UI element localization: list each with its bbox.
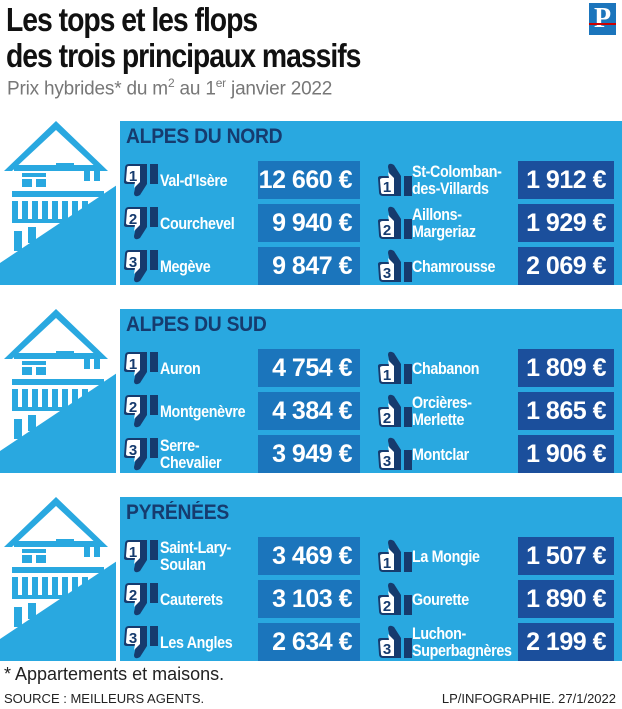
flop-price-value: 2 199 € bbox=[518, 623, 614, 661]
top-price-value: 12 660 € bbox=[258, 161, 360, 199]
rank-number: 3 bbox=[383, 265, 391, 282]
massif-band: ALPES DU SUD 1 Auron 4 754 € 2 Montgenèvre 4 3… bbox=[116, 309, 622, 473]
title-line-2: des trois principaux massifs bbox=[6, 37, 361, 74]
thumbs-up-icon: 3 bbox=[378, 249, 412, 282]
rank-number: 1 bbox=[129, 168, 137, 185]
thumbs-down-icon: 2 bbox=[124, 207, 158, 240]
rank-number: 3 bbox=[383, 453, 391, 470]
thumbs-up-icon: 1 bbox=[378, 539, 412, 572]
rank-number: 3 bbox=[129, 254, 137, 271]
flop-price-value: 1 906 € bbox=[518, 435, 614, 473]
place-name: Auron bbox=[160, 358, 201, 378]
place-name: Montclar bbox=[412, 444, 469, 464]
massif-name: ALPES DU NORD bbox=[126, 125, 283, 148]
top-price-value: 9 847 € bbox=[258, 247, 360, 285]
place-name: Chamrousse bbox=[412, 256, 496, 276]
chart-subtitle: Prix hybrides* du m2 au 1er janvier 2022 bbox=[7, 76, 332, 100]
flop-price-value: 2 069 € bbox=[518, 247, 614, 285]
thumbs-up-icon: 2 bbox=[378, 206, 412, 239]
top-price-value: 3 103 € bbox=[258, 580, 360, 618]
massif-band: PYRÉNÉES 1 Saint-Lary- Soulan 3 469 € 2 Caute… bbox=[116, 497, 622, 661]
rank-number: 3 bbox=[129, 630, 137, 647]
chalet-house-icon bbox=[0, 489, 120, 661]
thumbs-up-icon: 2 bbox=[378, 582, 412, 615]
top-price-value: 2 634 € bbox=[258, 623, 360, 661]
place-name: Chabanon bbox=[412, 358, 480, 378]
massif-name: ALPES DU SUD bbox=[126, 313, 267, 336]
rank-number: 2 bbox=[383, 598, 391, 615]
rank-number: 3 bbox=[383, 641, 391, 658]
place-name: Val-d'Isère bbox=[160, 170, 228, 190]
massif-section: PYRÉNÉES 1 Saint-Lary- Soulan 3 469 € 2 Caute… bbox=[0, 489, 622, 661]
thumbs-up-icon: 2 bbox=[378, 394, 412, 427]
thumbs-down-icon: 1 bbox=[124, 164, 158, 197]
thumbs-up-icon: 1 bbox=[378, 163, 412, 196]
place-name: Luchon- Superbagnères bbox=[412, 624, 512, 660]
thumbs-down-icon: 2 bbox=[124, 583, 158, 616]
chalet-house-icon bbox=[0, 301, 120, 473]
rank-number: 2 bbox=[129, 211, 137, 228]
rank-number: 2 bbox=[383, 410, 391, 427]
flop-price-value: 1 809 € bbox=[518, 349, 614, 387]
thumbs-down-icon: 2 bbox=[124, 395, 158, 428]
subtitle-part-1: Prix hybrides* du m bbox=[7, 78, 168, 100]
flop-price-value: 1 929 € bbox=[518, 204, 614, 242]
massif-section: ALPES DU SUD 1 Auron 4 754 € 2 Montgenèvre 4 3… bbox=[0, 301, 622, 473]
flop-price-value: 1 890 € bbox=[518, 580, 614, 618]
thumbs-down-icon: 3 bbox=[124, 250, 158, 283]
thumbs-down-icon: 1 bbox=[124, 352, 158, 385]
rank-number: 1 bbox=[129, 544, 137, 561]
rank-number: 2 bbox=[129, 399, 137, 416]
rank-number: 1 bbox=[383, 179, 391, 196]
source-note: SOURCE : MEILLEURS AGENTS. bbox=[4, 691, 205, 706]
place-name: Les Angles bbox=[160, 632, 233, 652]
title-line-1: Les tops et les flops bbox=[6, 1, 258, 38]
credit-note: LP/INFOGRAPHIE. 27/1/2022 bbox=[441, 691, 616, 706]
chart-title: Les tops et les flops des trois principa… bbox=[6, 2, 453, 74]
subtitle-sup-1: 2 bbox=[167, 76, 175, 90]
top-price-value: 4 384 € bbox=[258, 392, 360, 430]
chalet-house-icon bbox=[0, 113, 120, 285]
place-name: Aillons- Margeriaz bbox=[412, 205, 476, 241]
place-name: Serre- Chevalier bbox=[160, 436, 222, 472]
flop-price-value: 1 865 € bbox=[518, 392, 614, 430]
thumbs-down-icon: 3 bbox=[124, 438, 158, 471]
thumbs-up-icon: 3 bbox=[378, 437, 412, 470]
rank-number: 1 bbox=[383, 555, 391, 572]
place-name: Cauterets bbox=[160, 589, 223, 609]
footnote: * Appartements et maisons. bbox=[4, 664, 225, 684]
subtitle-sup-2: er bbox=[215, 76, 226, 90]
rank-number: 2 bbox=[129, 587, 137, 604]
top-price-value: 3 469 € bbox=[258, 537, 360, 575]
place-name: Saint-Lary- Soulan bbox=[160, 538, 231, 574]
thumbs-up-icon: 3 bbox=[378, 625, 412, 658]
place-name: St-Colomban- des-Villards bbox=[412, 162, 502, 198]
massif-band: ALPES DU NORD 1 Val-d'Isère 12 660 € 2 Courch… bbox=[116, 121, 622, 285]
place-name: Courchevel bbox=[160, 213, 235, 233]
place-name: La Mongie bbox=[412, 546, 480, 566]
top-price-value: 9 940 € bbox=[258, 204, 360, 242]
top-price-value: 3 949 € bbox=[258, 435, 360, 473]
le-parisien-logo: P bbox=[589, 3, 616, 35]
thumbs-up-icon: 1 bbox=[378, 351, 412, 384]
massif-section: ALPES DU NORD 1 Val-d'Isère 12 660 € 2 Courch… bbox=[0, 113, 622, 285]
flop-price-value: 1 912 € bbox=[518, 161, 614, 199]
place-name: Gourette bbox=[412, 589, 469, 609]
place-name: Orcières- Merlette bbox=[412, 393, 472, 429]
flop-price-value: 1 507 € bbox=[518, 537, 614, 575]
thumbs-down-icon: 1 bbox=[124, 540, 158, 573]
rank-number: 1 bbox=[383, 367, 391, 384]
top-price-value: 4 754 € bbox=[258, 349, 360, 387]
rank-number: 2 bbox=[383, 222, 391, 239]
thumbs-down-icon: 3 bbox=[124, 626, 158, 659]
place-name: Montgenèvre bbox=[160, 401, 246, 421]
subtitle-part-2: au 1 bbox=[174, 78, 216, 100]
rank-number: 1 bbox=[129, 356, 137, 373]
rank-number: 3 bbox=[129, 442, 137, 459]
place-name: Megève bbox=[160, 256, 211, 276]
massif-name: PYRÉNÉES bbox=[126, 501, 230, 524]
subtitle-part-3: janvier 2022 bbox=[225, 78, 333, 100]
